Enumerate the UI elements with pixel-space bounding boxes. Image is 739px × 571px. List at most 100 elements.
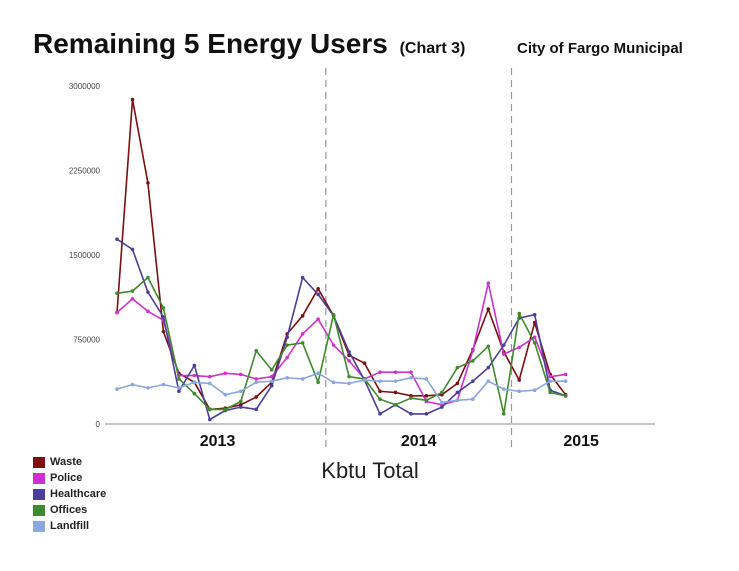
legend-label: Offices xyxy=(50,504,88,516)
data-point-police xyxy=(254,377,259,381)
data-point-police xyxy=(501,352,506,356)
data-point-police xyxy=(393,370,398,374)
data-point-police xyxy=(238,372,243,377)
data-point-healthcare xyxy=(471,379,475,383)
legend-label: Police xyxy=(50,472,83,484)
y-tick-label: 0 xyxy=(96,420,101,429)
data-point-landfill xyxy=(440,400,444,405)
y-tick-label: 750000 xyxy=(73,336,100,345)
chart-title: Remaining 5 Energy Users (Chart 3) xyxy=(33,28,465,60)
data-point-landfill xyxy=(285,376,289,380)
y-tick-label: 1500000 xyxy=(69,251,101,260)
data-point-police xyxy=(208,374,212,379)
legend-swatch xyxy=(33,504,45,516)
data-point-healthcare xyxy=(486,365,491,370)
organization-label: City of Fargo Municipal xyxy=(517,40,683,57)
data-point-landfill xyxy=(471,397,475,402)
data-point-offices xyxy=(285,343,289,347)
legend-label: Landfill xyxy=(50,520,90,532)
data-point-offices xyxy=(347,374,351,379)
data-point-waste xyxy=(300,314,305,318)
data-point-offices xyxy=(238,399,243,404)
data-point-healthcare xyxy=(347,350,351,354)
series-line-healthcare xyxy=(116,238,566,421)
data-point-healthcare xyxy=(115,237,119,242)
data-point-offices xyxy=(254,348,259,353)
chart-subtitle: (Chart 3) xyxy=(399,40,466,57)
data-point-landfill xyxy=(223,392,228,397)
data-point-landfill xyxy=(177,386,181,390)
legend-item-police: Police xyxy=(33,470,106,486)
data-point-offices xyxy=(115,291,119,296)
data-point-police xyxy=(532,335,537,340)
data-point-police xyxy=(146,309,150,314)
data-point-offices xyxy=(378,397,382,402)
data-point-healthcare xyxy=(130,247,135,252)
data-point-police xyxy=(517,345,522,350)
data-point-landfill xyxy=(238,389,243,394)
data-point-police xyxy=(269,374,274,379)
data-point-healthcare xyxy=(192,363,197,368)
data-point-police xyxy=(548,374,552,379)
x-axis-label: Kbtu Total xyxy=(321,458,419,483)
data-point-offices xyxy=(501,412,506,416)
legend-item-landfill: Landfill xyxy=(33,518,106,534)
data-point-police xyxy=(300,332,305,336)
data-point-landfill xyxy=(146,386,150,390)
legend-swatch xyxy=(33,520,45,532)
data-point-landfill xyxy=(130,382,135,387)
legend-swatch xyxy=(33,456,45,468)
data-point-healthcare xyxy=(424,412,429,416)
data-point-healthcare xyxy=(146,290,150,294)
data-point-landfill xyxy=(269,379,274,383)
x-year-label: 2014 xyxy=(401,433,437,450)
data-point-waste xyxy=(362,361,367,365)
data-point-landfill xyxy=(316,371,320,376)
data-point-healthcare xyxy=(177,389,181,394)
data-point-police xyxy=(486,281,491,285)
data-point-offices xyxy=(269,368,274,372)
data-point-healthcare xyxy=(208,417,212,422)
data-point-police xyxy=(563,372,568,377)
data-point-offices xyxy=(223,407,228,412)
data-point-police xyxy=(285,355,289,360)
legend-swatch xyxy=(33,472,45,484)
data-point-offices xyxy=(409,396,413,400)
series-line-waste xyxy=(116,98,567,411)
data-point-healthcare xyxy=(238,405,243,409)
data-point-offices xyxy=(532,341,537,345)
chart-title-text: Remaining 5 Energy Users xyxy=(33,28,388,59)
legend-item-healthcare: Healthcare xyxy=(33,486,106,502)
y-tick-label: 2250000 xyxy=(69,167,101,176)
data-point-offices xyxy=(440,390,444,395)
data-point-waste xyxy=(316,287,320,291)
legend-label: Waste xyxy=(50,456,82,468)
data-point-landfill xyxy=(192,380,197,385)
data-point-landfill xyxy=(424,377,429,381)
data-point-offices xyxy=(146,275,150,280)
data-point-healthcare xyxy=(440,405,444,409)
data-point-police xyxy=(192,373,197,378)
data-point-offices xyxy=(424,398,429,403)
data-point-landfill xyxy=(517,389,522,394)
data-point-offices xyxy=(177,377,181,381)
series-line-police xyxy=(116,282,566,406)
data-point-landfill xyxy=(362,378,367,382)
data-point-healthcare xyxy=(161,315,166,319)
data-point-landfill xyxy=(347,381,351,386)
data-point-healthcare xyxy=(378,412,382,416)
data-point-police xyxy=(316,317,320,322)
data-point-landfill xyxy=(501,387,506,391)
data-point-healthcare xyxy=(501,343,506,347)
data-point-waste xyxy=(378,389,382,394)
legend-swatch xyxy=(33,488,45,500)
data-point-landfill xyxy=(393,379,398,383)
data-point-waste xyxy=(161,329,166,334)
data-point-healthcare xyxy=(300,275,305,280)
data-point-offices xyxy=(161,306,166,310)
legend-item-offices: Offices xyxy=(33,502,106,518)
data-point-healthcare xyxy=(285,335,289,340)
data-point-offices xyxy=(393,403,398,407)
data-point-landfill xyxy=(532,388,537,393)
